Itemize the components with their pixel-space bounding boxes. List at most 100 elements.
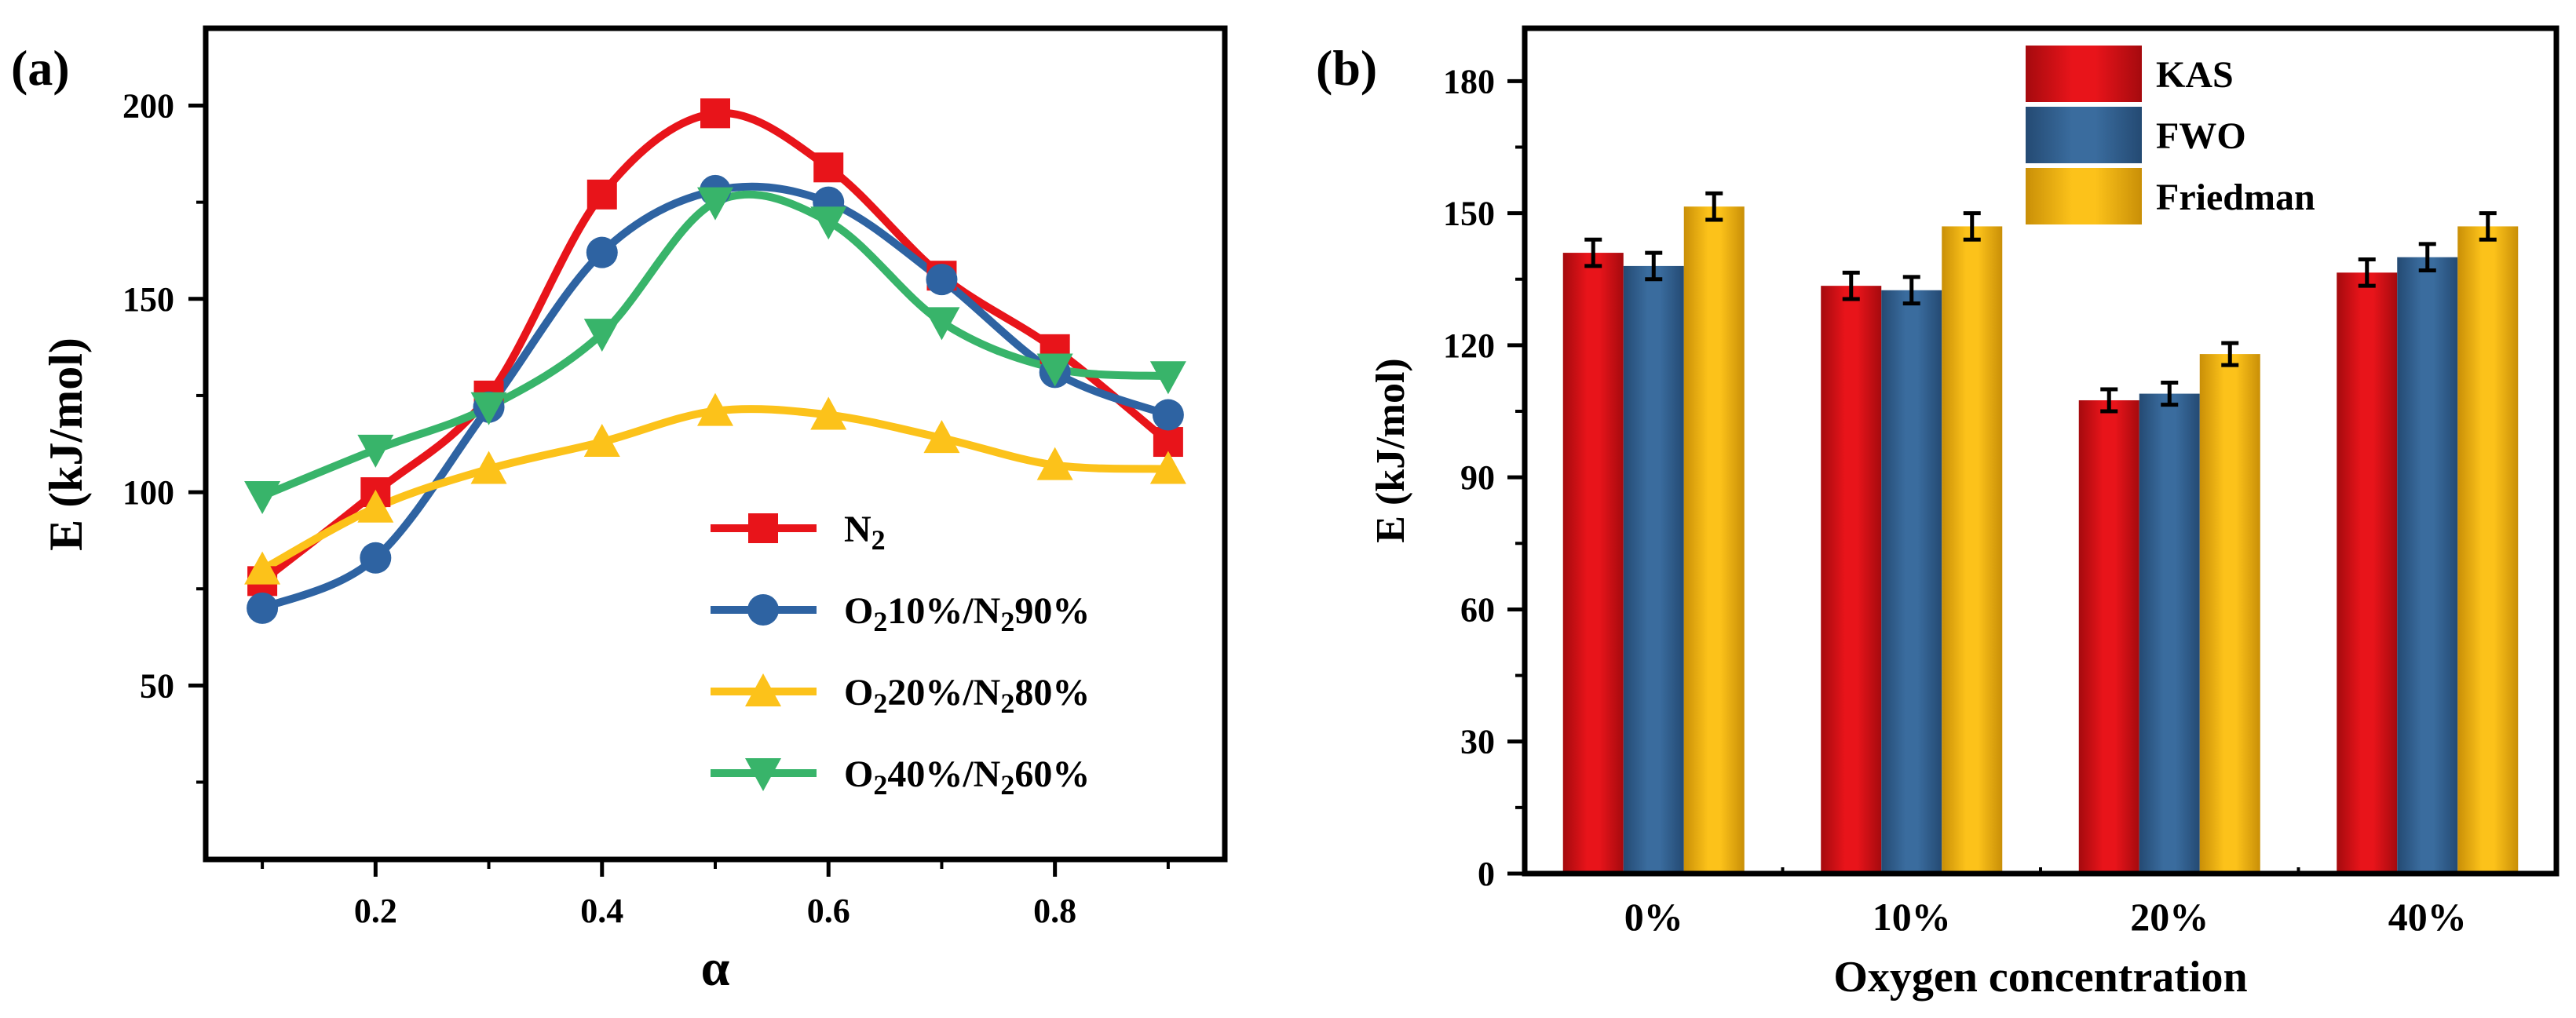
panel-a-series-line-3 — [258, 190, 1172, 500]
panel-a-legend-marker-0 — [748, 513, 778, 543]
panel-a-legend-label-part: 2 — [871, 524, 886, 556]
panel-a-point-s3-2 — [470, 392, 507, 425]
panel-b-legend: KAS FWO Friedman — [2026, 46, 2315, 224]
panel-a-legend-marker-2 — [745, 673, 781, 706]
panel-a-point-s2-8 — [1149, 451, 1186, 484]
panel-a-x-tick-labels: 0.2 0.4 0.6 0.8 — [354, 892, 1076, 930]
panel-b-y-tick-label: 150 — [1443, 195, 1495, 233]
panel-a-x-tick-label: 0.2 — [354, 892, 397, 930]
panel-b-error-bars — [1584, 191, 2497, 414]
panel-b-y-tick-label: 90 — [1460, 458, 1495, 497]
panel-b-y-axis-title: E (kJ/mol) — [1368, 358, 1413, 542]
panel-a-legend-label-part: N — [844, 509, 871, 550]
panel-a-legend-label-part: 2 — [1000, 606, 1014, 637]
panel-a-legend-label-part: 20%/N — [887, 672, 1000, 713]
panel-b-x-tick-label: 10% — [1873, 895, 1951, 939]
panel-a-legend-label-part: 40%/N — [887, 753, 1000, 795]
panel-b-bar-friedman-10 — [1942, 226, 2003, 874]
panel-a-y-tick-label: 50 — [140, 666, 174, 705]
panel-b-y-tick-label: 120 — [1443, 327, 1495, 365]
panel-a: (a) 0.2 0.4 0.6 0.8 50 100 150 200 α E (kJ/mol… — [11, 25, 1228, 997]
panel-a-y-tick-labels: 50 100 150 200 — [122, 87, 174, 706]
panel-a-y-tick-label: 200 — [122, 87, 174, 126]
panel-a-x-tick-label: 0.8 — [1033, 892, 1076, 930]
panel-b-legend-swatch-kas — [2026, 46, 2142, 102]
panel-b-bar-friedman-0 — [1683, 206, 1745, 874]
panel-a-legend-marker-3 — [745, 758, 781, 791]
panel-b-bar-friedman-40 — [2457, 226, 2519, 874]
panel-b-plot-frame — [1522, 25, 2560, 877]
panel-a-y-axis-title: E (kJ/mol) — [40, 338, 92, 551]
panel-b-y-tick-label: 0 — [1478, 855, 1495, 893]
panel-a-legend-label-0: N2 — [844, 509, 886, 556]
panel-a-point-s3-8 — [1149, 361, 1186, 395]
panel-a-x-tick-label: 0.6 — [807, 892, 850, 930]
panel-a-series-line-2 — [258, 405, 1172, 574]
panel-a-legend-label-part: O — [844, 753, 873, 795]
panel-b-bar-kas-0 — [1562, 253, 1624, 874]
panel-b-bar-kas-20 — [2078, 400, 2139, 874]
panel-b-bar-kas-10 — [1821, 286, 1882, 874]
panel-a-legend-label-part: 80% — [1014, 672, 1090, 713]
panel-a-point-s0-4 — [700, 98, 730, 129]
panel-a-series-markers — [244, 98, 1186, 624]
panel-a-legend-label-part: 2 — [1000, 769, 1014, 801]
panel-a-point-s3-4 — [697, 187, 733, 221]
panel-a-legend-label-1: O210%/N290% — [844, 590, 1090, 637]
panel-a-legend-label-2: O220%/N280% — [844, 672, 1090, 719]
panel-b-x-tick-label: 0% — [1624, 895, 1683, 939]
panel-b-bar-fwo-0 — [1623, 265, 1684, 874]
panel-a-legend-label-part: 2 — [873, 769, 887, 801]
panel-a-legend-marker-1 — [747, 594, 779, 626]
panel-a-plot-frame — [203, 25, 1228, 863]
panel-a-x-axis-title: α — [701, 940, 730, 997]
panel-a-legend-label-part: 2 — [1000, 688, 1014, 719]
panel-b-legend-swatch-fwo — [2026, 107, 2142, 163]
panel-a-legend-label-part: 10%/N — [887, 590, 1000, 632]
panel-a-y-tick-label: 100 — [122, 473, 174, 512]
panel-b-bars — [1562, 206, 2519, 874]
panel-a-x-tick-label: 0.4 — [580, 892, 623, 930]
panel-a-point-s2-6 — [923, 420, 960, 454]
panel-b-label: (b) — [1316, 40, 1377, 96]
panel-a-point-s1-1 — [360, 542, 392, 574]
panel-a-legend-label-part: 60% — [1014, 753, 1090, 795]
panel-a-point-s1-3 — [586, 236, 618, 268]
panel-a-point-s2-7 — [1036, 447, 1073, 480]
panel-b-bar-kas-40 — [2337, 272, 2398, 874]
panel-a-point-s3-6 — [923, 307, 960, 341]
panel-a-point-s1-8 — [1152, 399, 1184, 431]
panel-b-legend-label-friedman: Friedman — [2156, 177, 2315, 218]
panel-a-point-s2-3 — [583, 424, 620, 458]
panel-a-legend-label-part: 2 — [873, 606, 887, 637]
panel-a-point-s3-1 — [357, 434, 394, 468]
panel-b-legend-label-kas: KAS — [2156, 54, 2234, 96]
panel-a-point-s1-0 — [247, 592, 279, 624]
panel-b-y-tick-label: 180 — [1443, 62, 1495, 100]
panel-a-point-s1-6 — [926, 264, 958, 296]
panel-b-legend-label-fwo: FWO — [2156, 115, 2246, 157]
panel-a-y-tick-label: 150 — [122, 280, 174, 319]
panel-a-point-s3-7 — [1036, 353, 1073, 387]
panel-a-point-s2-0 — [244, 551, 281, 585]
panel-a-point-s2-2 — [470, 451, 507, 484]
panel-b-legend-swatch-friedman — [2026, 168, 2142, 224]
panel-a-legend-label-part: 90% — [1014, 590, 1090, 632]
panel-b: (b) 0% 10% 20% 40% 0 30 60 90 120 150 180 Oxygen … — [1316, 25, 2560, 1002]
panel-a-point-s2-1 — [357, 489, 394, 523]
panel-a-label: (a) — [11, 40, 70, 96]
panel-a-point-s2-4 — [697, 392, 733, 426]
panel-a-point-s0-5 — [813, 152, 844, 183]
panel-a-point-s2-5 — [810, 396, 847, 430]
panel-b-bar-fwo-20 — [2139, 393, 2200, 874]
panel-b-y-tick-label: 30 — [1460, 723, 1495, 761]
panel-b-x-tick-labels: 0% 10% 20% 40% — [1624, 895, 2467, 939]
panel-b-y-tick-label: 60 — [1460, 590, 1495, 629]
panel-a-point-s3-0 — [244, 480, 281, 514]
panel-b-bar-fwo-10 — [1881, 290, 1942, 874]
panel-a-legend-label-part: 2 — [873, 688, 887, 719]
panel-b-x-tick-label: 40% — [2388, 895, 2467, 939]
panel-a-point-s3-5 — [810, 206, 847, 240]
